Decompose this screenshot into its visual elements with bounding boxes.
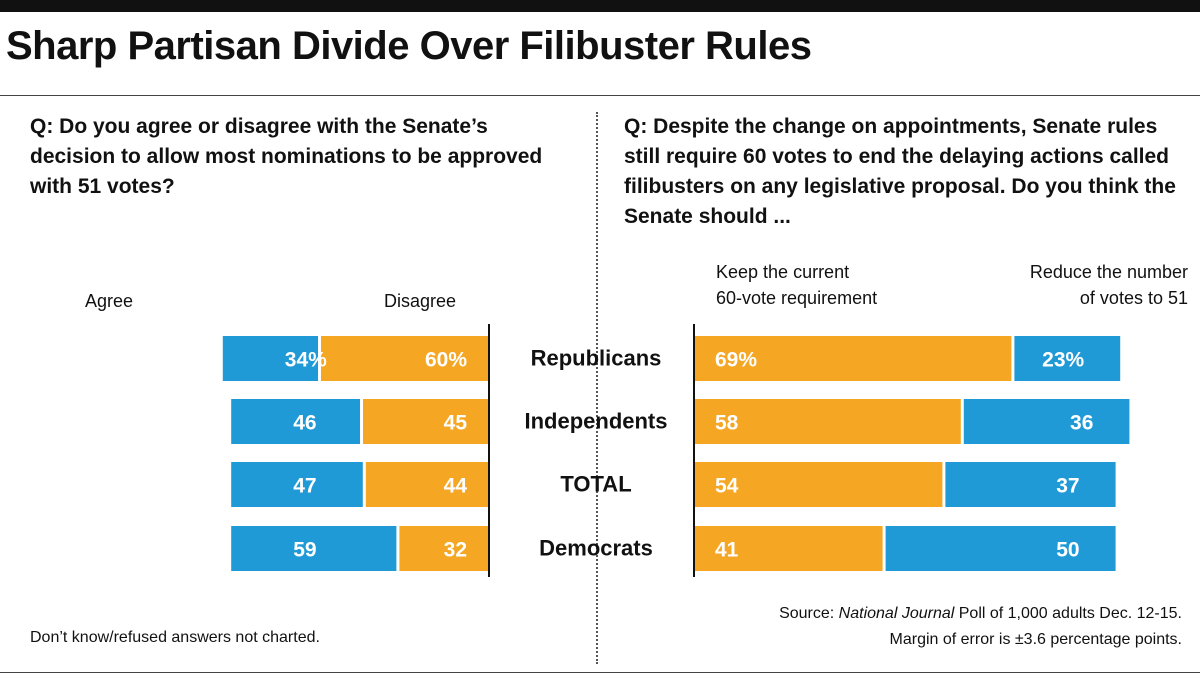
- label-agree-republicans: 34%: [285, 349, 327, 372]
- bar-reduce-democrats: [885, 526, 1116, 571]
- bar-agree-republicans: [222, 336, 318, 381]
- bar-keep-democrats: [694, 526, 883, 571]
- source-publication: National Journal: [838, 605, 955, 622]
- label-agree-total: 47: [293, 475, 316, 498]
- category-label-independents: Independents: [524, 409, 667, 434]
- label-disagree-democrats: 32: [444, 539, 467, 562]
- header-agree: Agree: [85, 291, 134, 311]
- header-keep-line2: 60-vote requirement: [716, 288, 878, 308]
- label-agree-democrats: 59: [293, 539, 316, 562]
- source-line2: Margin of error is ±3.6 percentage point…: [889, 631, 1182, 648]
- bar-agree-democrats: [231, 526, 397, 571]
- source-prefix: Source:: [779, 605, 839, 622]
- label-agree-independents: 46: [293, 412, 316, 435]
- label-keep-republicans: 69%: [715, 349, 757, 372]
- header-disagree: Disagree: [384, 291, 457, 311]
- bar-keep-independents: [694, 399, 961, 444]
- label-reduce-independents: 36: [1070, 412, 1093, 435]
- bar-disagree-total: [365, 462, 489, 507]
- label-keep-democrats: 41: [715, 539, 739, 562]
- category-label-democrats: Democrats: [539, 536, 653, 561]
- label-disagree-republicans: 60%: [425, 349, 467, 372]
- label-keep-independents: 58: [715, 412, 739, 435]
- bar-agree-total: [231, 462, 363, 507]
- label-disagree-independents: 45: [444, 412, 468, 435]
- bar-reduce-independents: [963, 399, 1130, 444]
- category-label-republicans: Republicans: [531, 346, 662, 371]
- label-reduce-total: 37: [1056, 475, 1079, 498]
- source-note: Source: National Journal Poll of 1,000 a…: [779, 601, 1182, 653]
- header-keep: Keep the current 60-vote requirement: [716, 259, 877, 311]
- label-reduce-democrats: 50: [1056, 539, 1079, 562]
- header-reduce-line2: of votes to 51: [1079, 288, 1188, 308]
- header-reduce: Reduce the number of votes to 51: [1030, 259, 1188, 311]
- right-question: Q: Despite the change on appointments, S…: [624, 115, 1176, 228]
- page-title: Sharp Partisan Divide Over Filibuster Ru…: [6, 24, 812, 68]
- bottom-rule: [0, 672, 1200, 673]
- bar-agree-independents: [231, 399, 360, 444]
- source-rest: Poll of 1,000 adults Dec. 12-15.: [954, 605, 1182, 622]
- category-label-total: TOTAL: [560, 472, 631, 497]
- left-question: Q: Do you agree or disagree with the Sen…: [30, 115, 543, 198]
- dotted-divider: [596, 112, 598, 664]
- source-line1: Source: National Journal Poll of 1,000 a…: [779, 601, 1182, 627]
- bar-keep-republicans: [694, 336, 1012, 381]
- bar-disagree-republicans: [321, 336, 489, 381]
- bar-keep-total: [694, 462, 943, 507]
- bar-disagree-democrats: [399, 526, 489, 571]
- footnote: Don’t know/refused answers not charted.: [30, 629, 320, 646]
- label-keep-total: 54: [715, 475, 739, 498]
- label-reduce-republicans: 23%: [1042, 349, 1084, 372]
- bar-reduce-total: [945, 462, 1116, 507]
- bar-disagree-independents: [363, 399, 489, 444]
- bar-reduce-republicans: [1014, 336, 1121, 381]
- top-bar: [0, 0, 1200, 12]
- label-disagree-total: 44: [444, 475, 468, 498]
- header-keep-line1: Keep the current: [716, 262, 850, 282]
- header-reduce-line1: Reduce the number: [1029, 262, 1188, 282]
- top-rule: [0, 95, 1200, 96]
